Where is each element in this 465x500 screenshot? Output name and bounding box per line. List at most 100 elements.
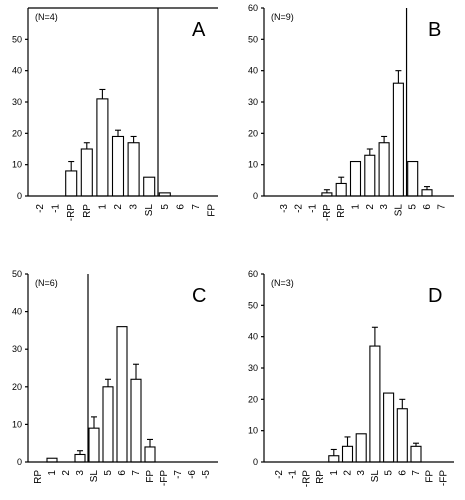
y-tick-label: 40 <box>248 66 258 76</box>
bar--RP <box>65 170 78 197</box>
x-tick-label: -RP <box>322 204 333 222</box>
bar-3 <box>355 433 367 463</box>
bar-6 <box>116 326 128 463</box>
bar-1 <box>349 160 362 197</box>
x-tick-label: -6 <box>187 470 198 479</box>
x-tick-label: 6 <box>397 470 408 476</box>
x-tick-label: 3 <box>379 204 390 210</box>
n-annotation: (N=6) <box>35 278 58 288</box>
y-tick-label: 20 <box>12 128 22 138</box>
x-tick-label: 3 <box>129 204 140 210</box>
y-tick-label: 40 <box>248 332 258 342</box>
panel-label: D <box>428 285 442 307</box>
y-tick-label: 60 <box>248 3 258 13</box>
bar-7 <box>410 445 422 463</box>
x-tick-label: 1 <box>97 204 108 210</box>
x-tick-label: -RP <box>301 470 312 488</box>
x-tick-label: -2 <box>293 204 304 213</box>
bar-5 <box>102 386 114 463</box>
y-tick-label: 50 <box>12 34 22 44</box>
n-annotation: (N=4) <box>35 12 58 22</box>
bar-5 <box>158 192 171 197</box>
bar-1 <box>46 457 58 463</box>
y-tick-label: 30 <box>248 363 258 373</box>
bar-6 <box>421 189 433 197</box>
panel-d: 0 10 20 30 40 50 60 -2 -1 -RP RP 1 2 3 SL 5 6 7 FP -FP (N=3)… <box>248 269 454 487</box>
y-tick-label: 40 <box>12 66 22 76</box>
y-tick-label: 60 <box>248 269 258 279</box>
bar-FP <box>144 446 156 463</box>
x-tick-label: 6 <box>175 204 186 210</box>
x-tick-label: 1 <box>329 470 340 476</box>
x-tick-label: FP <box>145 470 156 483</box>
bar-7 <box>130 378 142 463</box>
y-tick-label: 50 <box>248 34 258 44</box>
bar-RP <box>335 182 347 197</box>
x-tick-label: RP <box>336 204 347 218</box>
panel-a: 0 10 20 30 40 50 -2 -1 -RP RP 1 2 3 SL 5 6 7 FP (N=4) A <box>12 7 218 222</box>
bar-5 <box>383 392 395 463</box>
bar-RP <box>80 148 93 197</box>
x-tick-label: FP <box>425 470 436 483</box>
y-tick-label: 30 <box>12 97 22 107</box>
x-tick-label: 6 <box>117 470 128 476</box>
panel-label: A <box>192 19 206 41</box>
x-tick-label: 3 <box>75 470 86 476</box>
x-tick-label: -RP <box>66 204 77 222</box>
x-tick-label: -2 <box>274 470 285 479</box>
x-tick-label: 7 <box>411 470 422 476</box>
bar-3 <box>127 142 140 197</box>
y-tick-label: 10 <box>12 160 22 170</box>
bar-6 <box>396 408 408 463</box>
x-tick-label: 7 <box>191 204 202 210</box>
x-tick-label: 6 <box>422 204 433 210</box>
x-tick-label: -1 <box>308 204 319 213</box>
bar-5 <box>407 160 419 197</box>
x-tick-label: 2 <box>113 204 124 210</box>
x-tick-label: RP <box>315 470 326 484</box>
y-tick-label: 20 <box>248 128 258 138</box>
bar-2 <box>364 154 376 197</box>
x-tick-label: 5 <box>408 204 419 210</box>
x-tick-label: -1 <box>51 204 62 213</box>
panel-label: C <box>192 285 206 307</box>
y-tick-label: 40 <box>12 307 22 317</box>
x-tick-label: RP <box>33 470 44 484</box>
x-tick-label: 3 <box>356 470 367 476</box>
x-tick-label: 5 <box>384 470 395 476</box>
x-tick-label: 5 <box>160 204 171 210</box>
x-tick-label: 2 <box>61 470 72 476</box>
x-tick-label: 5 <box>103 470 114 476</box>
bar-3 <box>378 142 390 197</box>
x-tick-label: 1 <box>47 470 58 476</box>
bar-SL <box>143 176 156 197</box>
y-tick-label: 10 <box>248 160 258 170</box>
x-tick-label: 2 <box>365 204 376 210</box>
panel-b: 0 10 20 30 40 50 60 -3 -2 -1 -RP RP 1 2 3 SL 5 6 7 (N=9) B <box>248 3 454 221</box>
x-tick-label: -5 <box>201 470 212 479</box>
x-tick-label: 1 <box>351 204 362 210</box>
bar-2 <box>341 445 354 463</box>
y-tick-label: 0 <box>253 457 258 467</box>
y-tick-label: 0 <box>253 191 258 201</box>
y-tick-label: 30 <box>12 344 22 354</box>
bar-3 <box>74 453 86 463</box>
x-tick-label: 2 <box>343 470 354 476</box>
n-annotation: (N=3) <box>271 278 294 288</box>
x-tick-label: -3 <box>279 204 290 213</box>
y-tick-label: 30 <box>248 97 258 107</box>
bar-SL <box>392 82 404 197</box>
x-tick-label: SL <box>393 204 404 217</box>
x-tick-label: -2 <box>35 204 46 213</box>
bar-SL <box>369 345 381 463</box>
n-annotation: (N=9) <box>271 12 294 22</box>
y-tick-label: 20 <box>248 394 258 404</box>
y-tick-label: 10 <box>12 419 22 429</box>
x-tick-label: FP <box>207 204 218 217</box>
x-tick-label: -FP <box>438 470 449 486</box>
y-tick-label: 0 <box>17 457 22 467</box>
x-tick-label: SL <box>370 470 381 483</box>
bar-1 <box>96 98 109 197</box>
x-tick-label: SL <box>89 470 100 483</box>
